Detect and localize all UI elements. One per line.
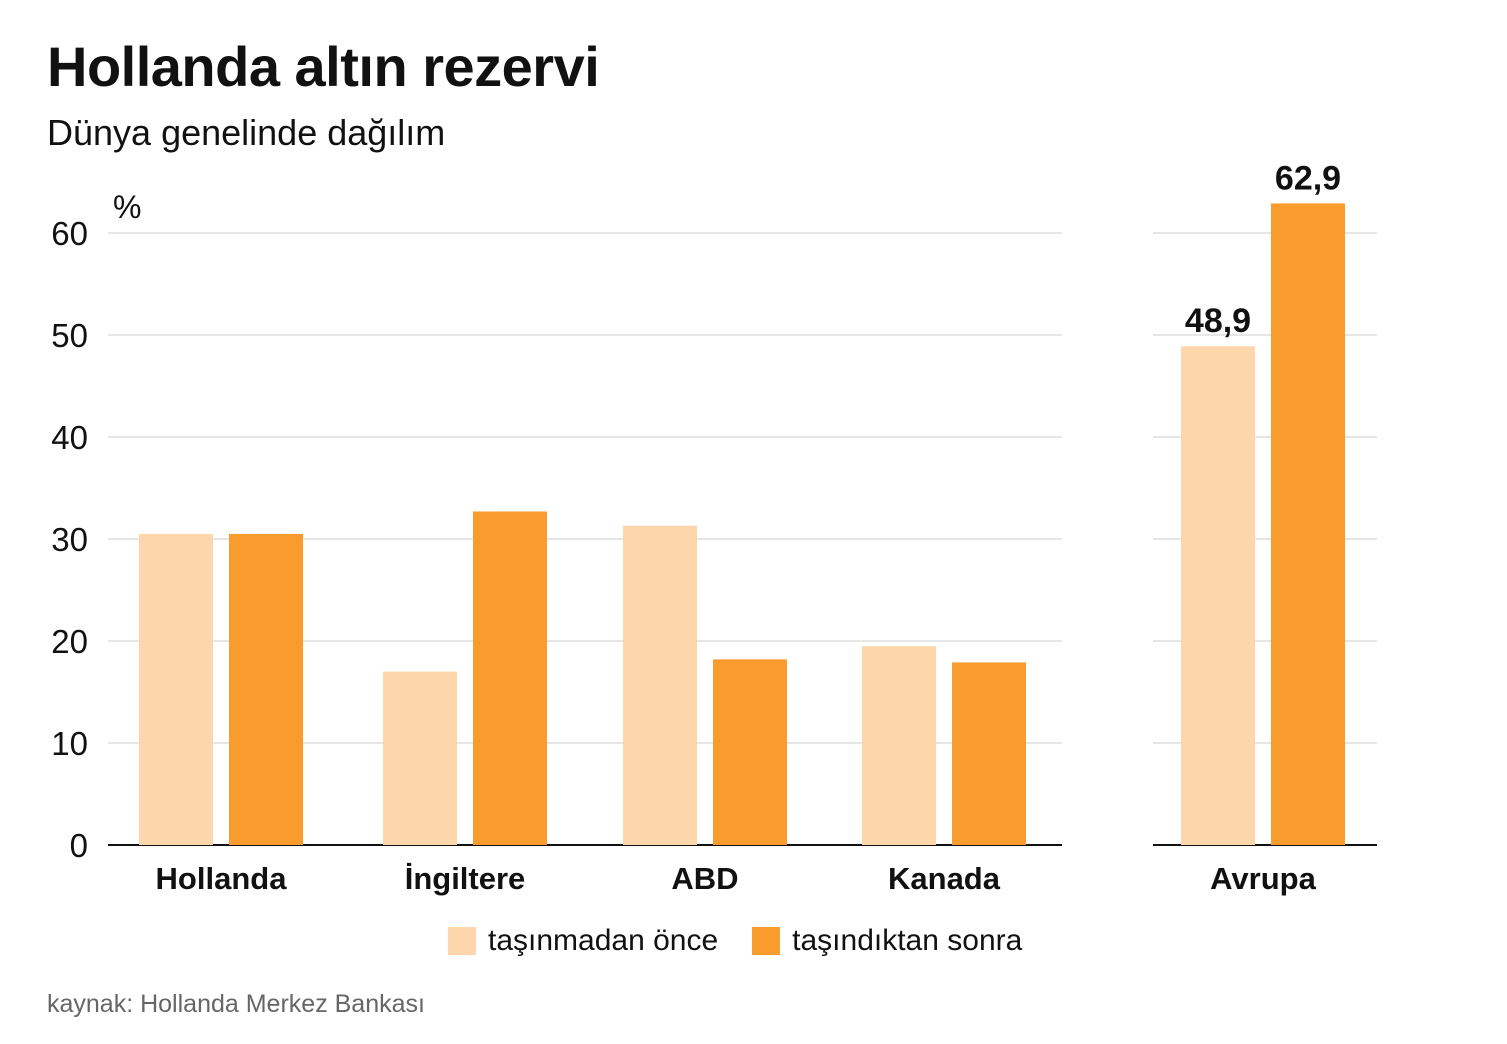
x-tick-label-avrupa: Avrupa	[1210, 861, 1316, 896]
data-label-avrupa-after: 62,9	[1275, 159, 1341, 197]
bar-avrupa-before	[1181, 346, 1255, 845]
y-tick-label-40: 40	[51, 419, 88, 456]
legend-swatch-before	[448, 927, 476, 955]
x-tick-label-abd: ABD	[671, 861, 738, 896]
y-tick-label-0: 0	[70, 827, 88, 864]
bar-i̇ngiltere-before	[383, 671, 457, 845]
legend-item-before: taşınmadan önce	[448, 924, 718, 958]
bar-kanada-before	[862, 646, 936, 845]
x-tick-label-hollanda: Hollanda	[156, 861, 288, 896]
x-tick-label-kanada: Kanada	[888, 861, 1001, 896]
bar-kanada-after	[952, 662, 1026, 845]
legend-label-after: taşındıktan sonra	[792, 924, 1023, 957]
bar-abd-before	[623, 525, 697, 845]
legend-swatch-after	[752, 927, 781, 955]
y-tick-label-50: 50	[51, 317, 88, 354]
bar-hollanda-after	[229, 533, 303, 845]
y-tick-label-60: 60	[51, 215, 88, 252]
source-note: kaynak: Hollanda Merkez Bankası	[47, 990, 425, 1018]
bar-hollanda-before	[139, 533, 213, 845]
data-label-avrupa-before: 48,9	[1185, 302, 1251, 340]
y-tick-label-20: 20	[51, 623, 88, 660]
bar-avrupa-after	[1271, 203, 1345, 846]
chart-subtitle: Dünya genelinde dağılım	[47, 112, 446, 153]
legend-label-before: taşınmadan önce	[488, 924, 719, 957]
y-axis-unit-label: %	[113, 189, 141, 225]
y-tick-label-30: 30	[51, 521, 88, 558]
legend-item-after: taşındıktan sonra	[752, 924, 1022, 958]
legend: taşınmadan önce taşındıktan sonra	[448, 924, 1056, 958]
chart-title: Hollanda altın rezervi	[47, 35, 600, 98]
x-tick-label-i̇ngiltere: İngiltere	[405, 861, 526, 896]
y-tick-label-10: 10	[51, 725, 88, 762]
bar-i̇ngiltere-after	[473, 511, 547, 845]
bar-abd-after	[713, 659, 787, 845]
